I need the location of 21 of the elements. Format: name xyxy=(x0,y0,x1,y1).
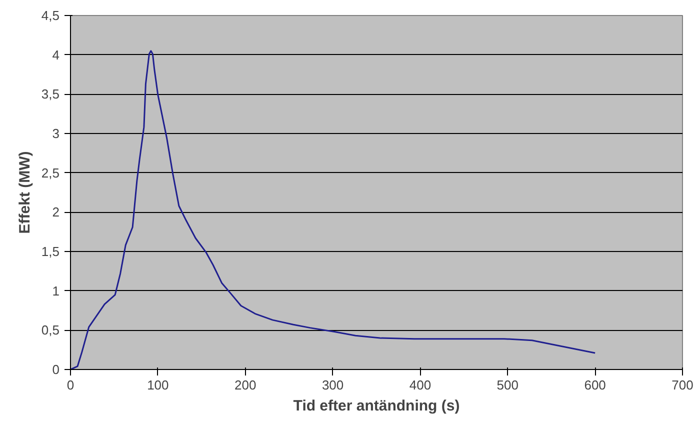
x-tick-label: 600 xyxy=(584,378,606,392)
y-axis-title: Effekt (MW) xyxy=(16,151,34,234)
y-tick-label: 0 xyxy=(52,362,60,377)
x-tick-label: 200 xyxy=(234,378,256,392)
y-tick-label: 2 xyxy=(52,204,60,220)
y-tick-label: 1 xyxy=(52,283,60,298)
x-tick-label: 700 xyxy=(672,378,694,392)
x-tick-label: 0 xyxy=(66,378,74,392)
line-series xyxy=(70,50,596,370)
x-axis-title: Tid efter antändning (s) xyxy=(293,398,460,414)
x-tick-label: 500 xyxy=(496,378,518,392)
x-tick-label: 300 xyxy=(322,378,344,392)
x-tick-label: 400 xyxy=(409,378,432,392)
x-tick-label: 100 xyxy=(147,378,169,392)
y-tick-label: 2,5 xyxy=(41,165,60,180)
y-tick-label: 1,5 xyxy=(41,244,60,259)
y-tick-label: 0,5 xyxy=(41,322,60,338)
y-tick-label: 3,5 xyxy=(41,86,60,102)
y-tick-label: 4 xyxy=(52,47,60,62)
y-tick-label: 4,5 xyxy=(41,8,60,23)
y-tick-label: 3 xyxy=(52,126,60,141)
